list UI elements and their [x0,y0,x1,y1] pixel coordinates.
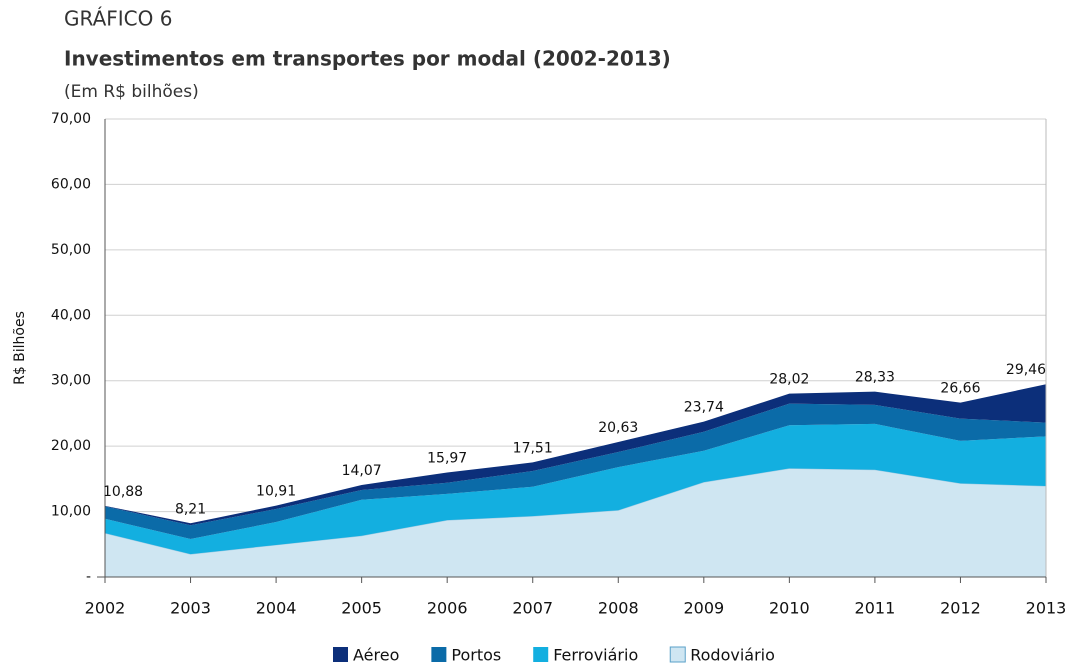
total-label: 14,07 [342,463,382,479]
total-label: 26,66 [940,381,980,397]
y-tick-label: 20,00 [51,438,91,454]
y-tick-label: 60,00 [51,176,91,192]
x-tick-label: 2003 [170,599,211,618]
area [105,403,1046,540]
y-tick-label: 10,00 [51,504,91,520]
legend-label: Ferroviário [553,646,638,665]
total-label: 8,21 [175,501,206,517]
area [105,384,1046,526]
y-tick-label: 50,00 [51,242,91,258]
x-tick-label: 2011 [855,599,896,618]
y-tick-label: 70,00 [51,111,91,127]
y-tick-label: 40,00 [51,307,91,323]
x-tick-label: 2002 [85,599,126,618]
x-tick-label: 2013 [1026,599,1067,618]
chart-title: Investimentos em transportes por modal (… [64,47,671,71]
total-label: 23,74 [684,400,724,416]
x-tick-label: 2007 [512,599,553,618]
total-label: 20,63 [598,420,638,436]
y-tick-label: 30,00 [51,373,91,389]
area [105,423,1046,555]
legend-swatch [333,647,348,662]
x-tick-label: 2005 [341,599,382,618]
legend-swatch [669,646,686,663]
chart-subtitle: (Em R$ bilhões) [64,82,199,102]
x-tick-label: 2004 [256,599,297,618]
total-label: 10,88 [103,484,143,500]
legend-label: Rodoviário [690,646,775,665]
total-label: 17,51 [513,440,553,456]
y-tick-label: - [86,569,91,585]
legend-label: Aéreo [353,646,399,665]
total-label: 15,97 [427,451,467,467]
total-label: 28,33 [855,370,895,386]
total-label: 10,91 [256,484,296,500]
x-tick-label: 2009 [683,599,724,618]
total-label: 28,02 [769,372,809,388]
x-tick-label: 2008 [598,599,639,618]
x-tick-label: 2010 [769,599,810,618]
legend-swatch [431,647,447,662]
legend-label: Portos [451,646,501,665]
x-tick-label: 2012 [940,599,981,618]
y-axis-label: R$ Bilhões [12,311,28,385]
x-tick-label: 2006 [427,599,468,618]
legend-swatch [533,647,549,662]
chart-kicker: GRÁFICO 6 [64,7,172,31]
total-label: 29,46 [1006,362,1046,378]
